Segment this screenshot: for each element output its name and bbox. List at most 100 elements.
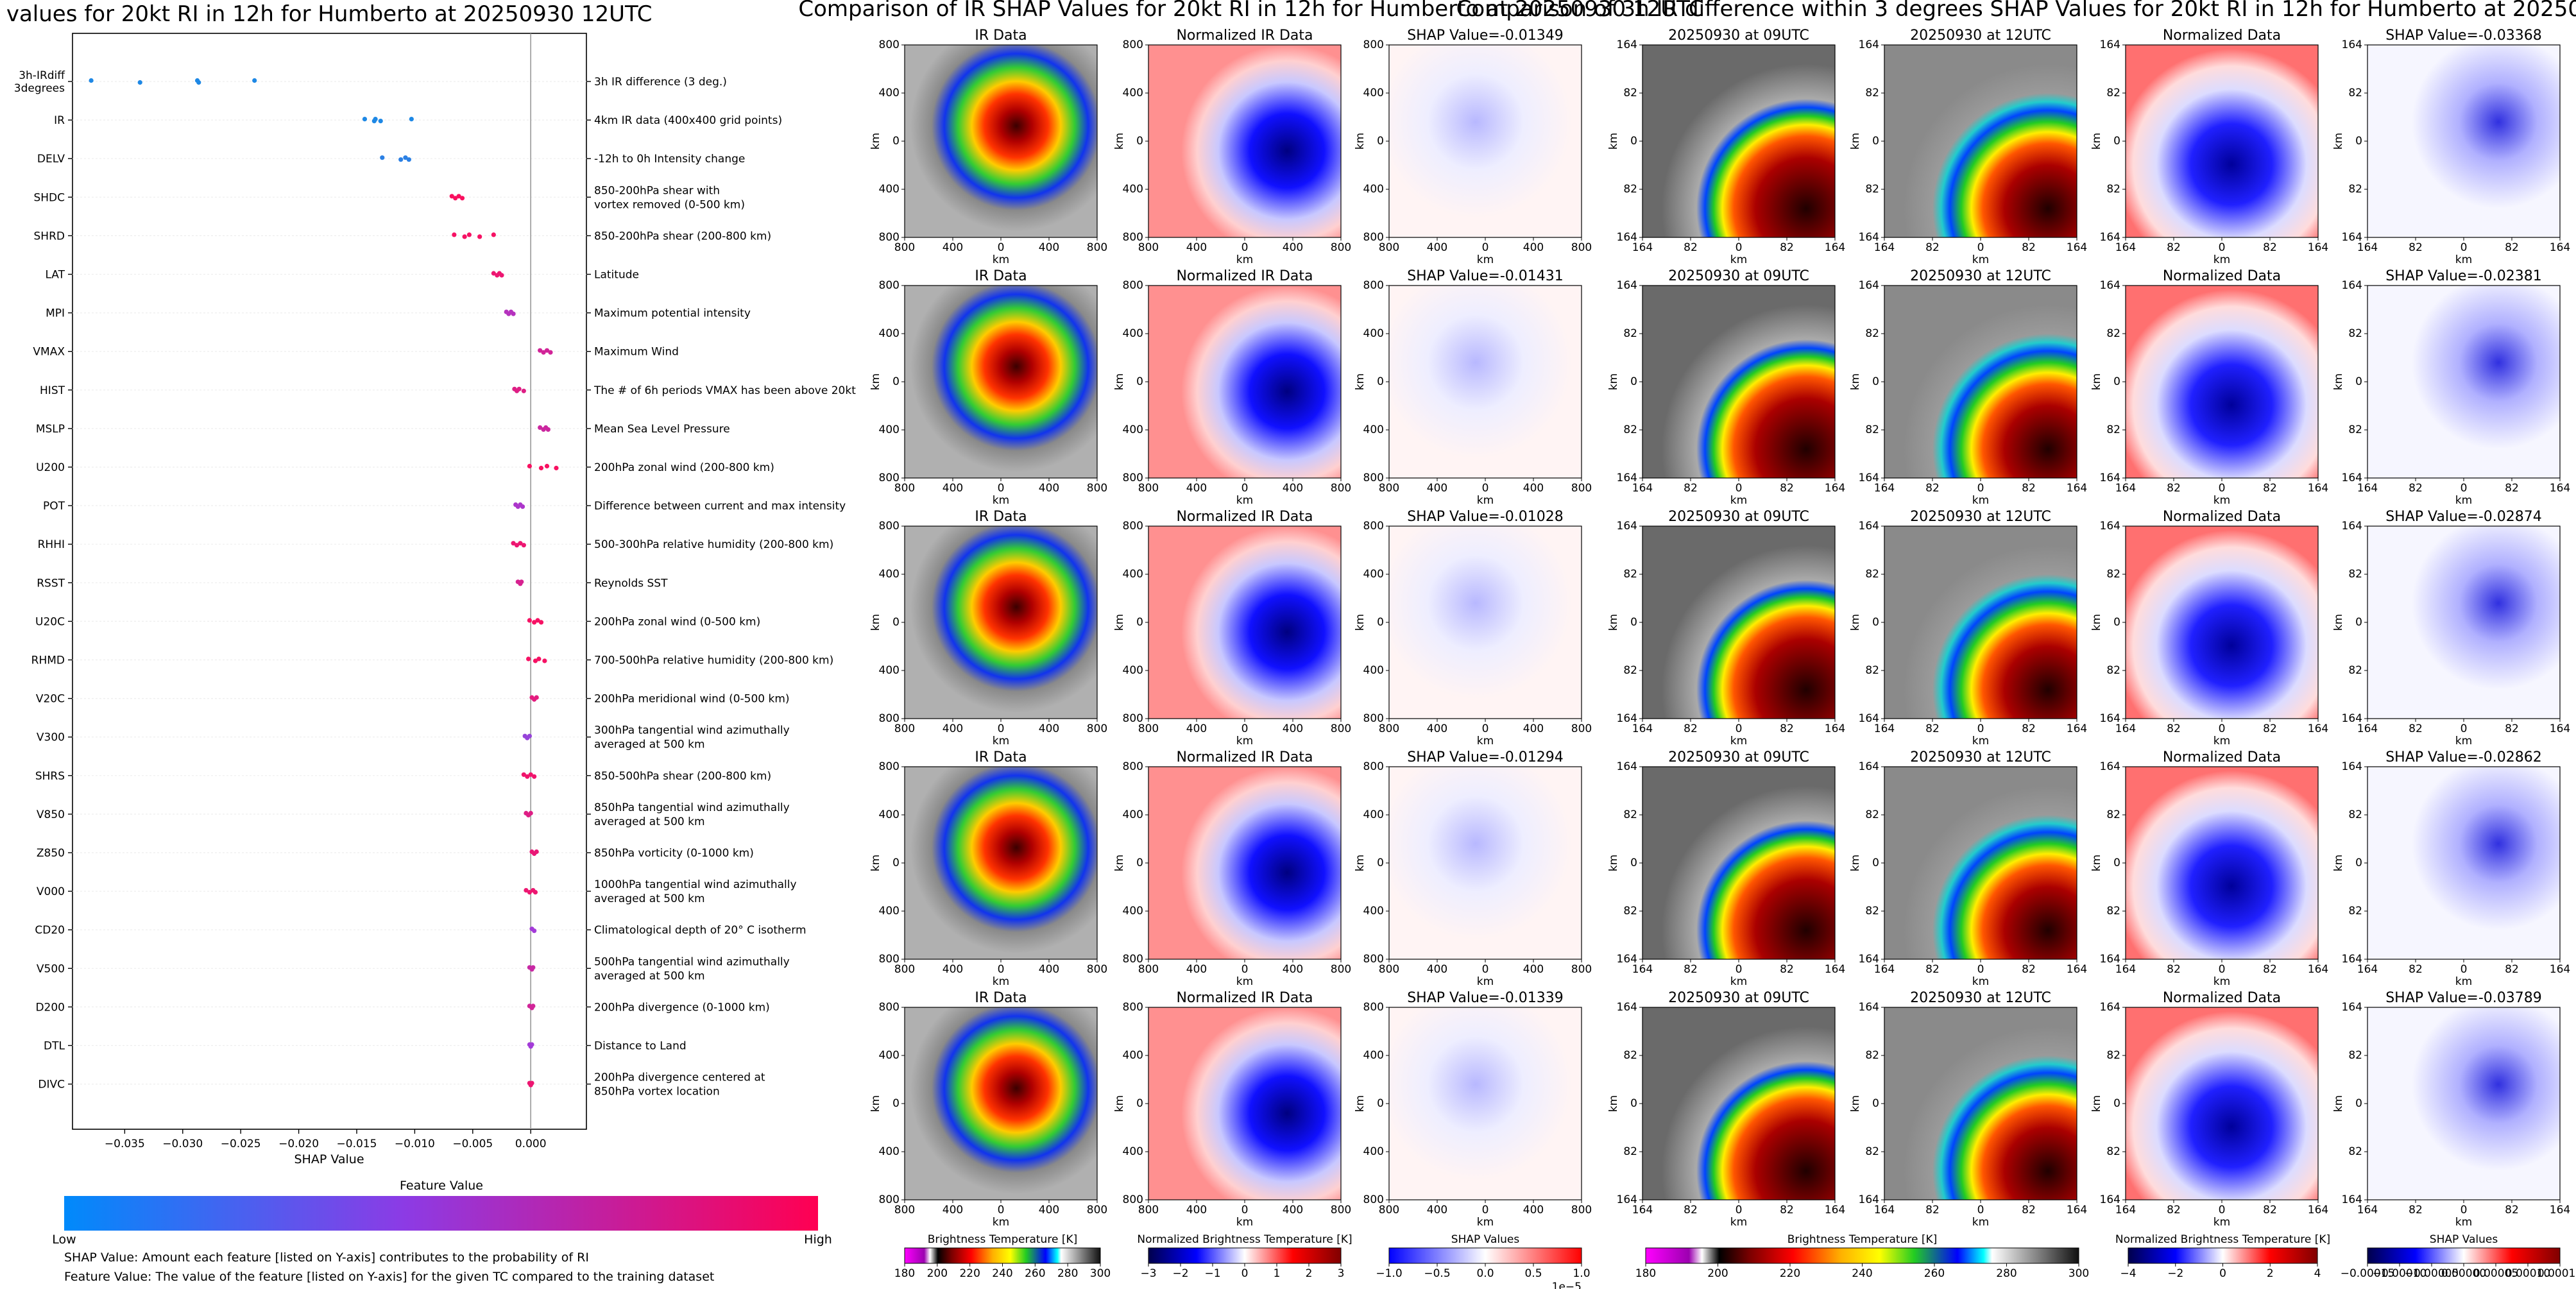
img-xtick-label: 164 <box>2357 963 2378 976</box>
colorbar-title: Feature Value <box>400 1179 483 1193</box>
colorbar-label: Normalized Brightness Temperature [K] <box>1137 1233 1352 1246</box>
image-colorbar: Brightness Temperature [K] 180 200 220 240 26… <box>1635 1233 2089 1280</box>
img-xtick-label: 400 <box>1523 1204 1544 1216</box>
img-xtick-label: 82 <box>2409 1204 2423 1216</box>
shap-dot <box>533 658 538 663</box>
img-ytick-label: 164 <box>2342 472 2362 484</box>
xtick-label: −0.005 <box>452 1138 493 1150</box>
panel-title: 20250930 at 12UTC <box>1910 749 2051 765</box>
img-ytick-label: 82 <box>1865 87 1879 99</box>
shap-dots <box>89 78 559 1088</box>
img-xtick-label: 0 <box>998 963 1005 976</box>
colorbar-high-label: High <box>804 1233 832 1247</box>
panel-title: SHAP Value=-0.01339 <box>1407 990 1564 1006</box>
img-ytick-label: 82 <box>1865 327 1879 340</box>
shap-gridlines <box>73 81 586 1085</box>
img-xtick-label: 82 <box>2022 241 2036 254</box>
img-xtick-label: 0 <box>1241 1204 1249 1216</box>
img-xtick-label: 164 <box>1825 482 1845 495</box>
img-ytick-label: 164 <box>1617 38 1637 51</box>
image-colorbar: SHAP Values−0.00015−0.00010−0.000050.000… <box>2341 1233 2576 1280</box>
feature-descriptions: 3h IR difference (3 deg.) 4km IR data (40… <box>586 76 856 1098</box>
img-ytick-label: 0 <box>1377 857 1384 869</box>
img-ytick-label: 0 <box>1630 1097 1637 1110</box>
img-xtick-label: 164 <box>1632 241 1653 254</box>
img-ytick-label: 82 <box>1865 423 1879 436</box>
img-xtick-label: 82 <box>1684 241 1698 254</box>
img-xtick-label: 0 <box>2219 482 2226 495</box>
panel-title: 20250930 at 09UTC <box>1668 28 1809 44</box>
shap-dot <box>89 78 94 83</box>
feature-name: MPI <box>46 307 65 320</box>
diff-section-title: Comparison of 3h IR difference within 3 … <box>1456 0 2576 22</box>
image-panel: SHAP Value=-0.01349800800400400004004008… <box>1354 28 1592 266</box>
shap-dot <box>531 1003 536 1009</box>
img-ytick-label: 400 <box>1123 1145 1143 1158</box>
img-ytick-label: 800 <box>1123 760 1143 773</box>
img-xtick-label: 800 <box>894 963 915 976</box>
feature-name: SHRD <box>34 230 65 243</box>
img-xtick-label: 82 <box>1925 722 1940 735</box>
img-xlabel: km <box>2455 1216 2472 1229</box>
shap-dot <box>362 117 368 122</box>
colorbar-tick-label: 300 <box>1090 1267 1111 1280</box>
img-xtick-label: 0 <box>2461 963 2468 976</box>
feature-names: 3h-IRdiff 3degrees IR DELV SHDC SHRD LAT MPI VMA… <box>14 69 73 1091</box>
img-xtick-label: 400 <box>1039 1204 1059 1216</box>
img-ytick-label: 800 <box>879 760 900 773</box>
img-ylabel: km <box>869 373 882 390</box>
shap-dot <box>519 579 524 585</box>
img-ytick-label: 82 <box>2106 87 2120 99</box>
img-ytick-label: 164 <box>1617 1001 1637 1014</box>
img-ytick-label: 800 <box>879 953 900 966</box>
img-ytick-label: 0 <box>1872 375 1879 388</box>
img-xtick-label: 164 <box>1874 1204 1895 1216</box>
img-ytick-label: 400 <box>1363 1145 1384 1158</box>
img-ytick-label: 0 <box>1377 135 1384 148</box>
feature-description: 850hPa tangential wind azimuthally averag… <box>594 801 790 828</box>
shap-dot <box>545 427 550 432</box>
img-xtick-label: 800 <box>1379 1204 1399 1216</box>
shap-dot <box>521 543 526 548</box>
img-ylabel: km <box>1354 614 1367 631</box>
img-xtick-label: 800 <box>1087 241 1107 254</box>
colorbar-tick-label: −0.5 <box>1424 1267 1450 1280</box>
img-ytick-label: 0 <box>1377 1097 1384 1110</box>
img-xlabel: km <box>2455 975 2472 988</box>
shap-dot <box>520 504 525 509</box>
img-ylabel: km <box>1354 1095 1367 1112</box>
shap-dot <box>452 232 457 237</box>
img-xtick-label: 82 <box>1684 963 1698 976</box>
panel-title: 20250930 at 12UTC <box>1910 509 2051 525</box>
feature-name: RSST <box>37 577 65 590</box>
shap-dot <box>398 157 404 162</box>
shap-dot <box>535 618 540 623</box>
img-ytick-label: 0 <box>2113 375 2120 388</box>
img-xlabel: km <box>1236 975 1253 988</box>
colorbar-tick-label: 260 <box>1025 1267 1045 1280</box>
img-ytick-label: 82 <box>1865 808 1879 821</box>
img-ytick-label: 800 <box>1363 1001 1384 1014</box>
shap-dot <box>521 772 526 777</box>
shap-dot <box>373 117 378 122</box>
colorbar-tick-label: −0.00010 <box>2373 1267 2427 1280</box>
ir-colorbars: Brightness Temperature [K] 180 200 220 240 26… <box>894 1233 1591 1289</box>
shap-dot <box>516 386 522 391</box>
shap-dot <box>521 388 526 393</box>
img-xtick-label: 800 <box>1571 1204 1592 1216</box>
img-ytick-label: 82 <box>2106 1145 2120 1158</box>
image-panel: Normalized Data1641648282008282164164kmk… <box>2090 990 2328 1229</box>
img-ytick-label: 800 <box>1363 520 1384 533</box>
feature-description: Maximum potential intensity <box>594 307 751 320</box>
colorbar-tick-label: 200 <box>927 1267 948 1280</box>
img-xtick-label: 0 <box>1482 963 1489 976</box>
img-xtick-label: 0 <box>2219 963 2226 976</box>
image-panel: SHAP Value=-0.02381164164828200828216416… <box>2332 268 2570 507</box>
img-ytick-label: 400 <box>1123 327 1143 340</box>
feature-name: MSLP <box>36 423 65 436</box>
shap-dot <box>541 350 546 355</box>
img-xlabel: km <box>1477 735 1494 747</box>
img-ytick-label: 164 <box>1617 712 1637 725</box>
img-ytick-label: 164 <box>2100 953 2120 966</box>
feature-description: 500-300hPa relative humidity (200-800 km… <box>594 538 833 551</box>
